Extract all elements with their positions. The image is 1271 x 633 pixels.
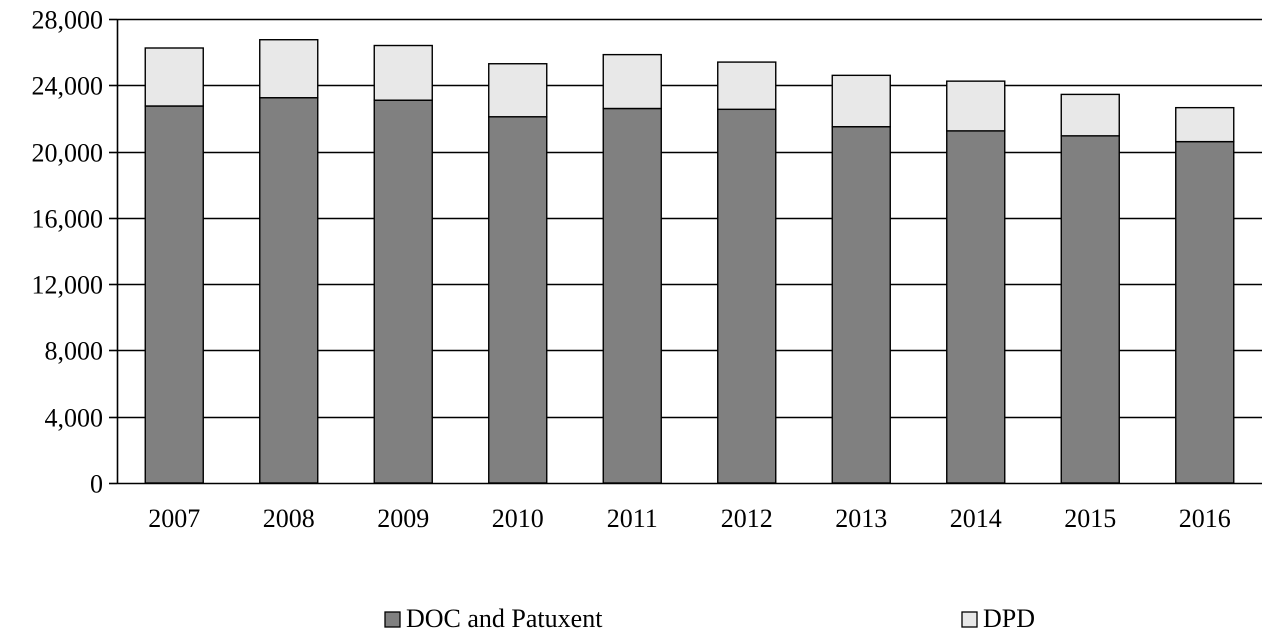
x-tick-label: 2014 [950,504,1002,533]
x-tick-label: 2016 [1179,504,1231,533]
y-tick-label: 12,000 [32,271,104,300]
y-tick-label: 16,000 [32,205,104,234]
bar-dpd-2016 [1175,106,1235,143]
bar-dpd-2013 [831,74,891,128]
legend-label: DOC and Patuxent [406,604,603,633]
y-tick-label: 8,000 [45,337,104,366]
bar-doc-and-patuxent-2016 [1175,140,1235,484]
y-tick-label: 28,000 [32,6,104,35]
x-tick-label: 2013 [835,504,887,533]
bar-dpd-2008 [259,39,319,99]
bar-doc-and-patuxent-2008 [259,97,319,484]
bar-dpd-2015 [1060,93,1120,137]
bar-doc-and-patuxent-2013 [831,126,891,484]
x-tick-label: 2012 [721,504,773,533]
bar-doc-and-patuxent-2014 [946,130,1006,484]
y-tick-label: 0 [90,470,103,499]
bar-dpd-2012 [717,61,777,111]
bar-dpd-2010 [488,63,548,118]
x-tick-label: 2009 [377,504,429,533]
legend-swatch [961,611,978,628]
x-tick-label: 2010 [492,504,544,533]
bar-doc-and-patuxent-2015 [1060,135,1120,484]
x-tick-label: 2011 [607,504,658,533]
axes: 0 4,000 8,000 12,000 16,000 20,000 24,000 28,00… [32,6,1262,533]
bar-dpd-2011 [602,53,662,110]
y-tick-label: 4,000 [45,404,104,433]
bar-dpd-2014 [946,80,1006,132]
y-tick-label: 24,000 [32,72,104,101]
bar-doc-and-patuxent-2012 [717,108,777,484]
x-tick-label: 2008 [263,504,315,533]
legend-swatch [384,611,401,628]
y-tick-label: 20,000 [32,139,104,168]
x-tick-label: 2007 [148,504,200,533]
bars [144,39,1235,484]
bar-doc-and-patuxent-2009 [373,99,433,484]
bar-dpd-2009 [373,44,433,101]
bar-doc-and-patuxent-2007 [144,105,204,484]
bar-dpd-2007 [144,47,204,107]
x-tick-label: 2015 [1064,504,1116,533]
legend: DOC and Patuxent DPD [384,604,1035,633]
legend-label: DPD [983,604,1035,633]
bar-doc-and-patuxent-2011 [602,107,662,484]
bar-doc-and-patuxent-2010 [488,116,548,484]
